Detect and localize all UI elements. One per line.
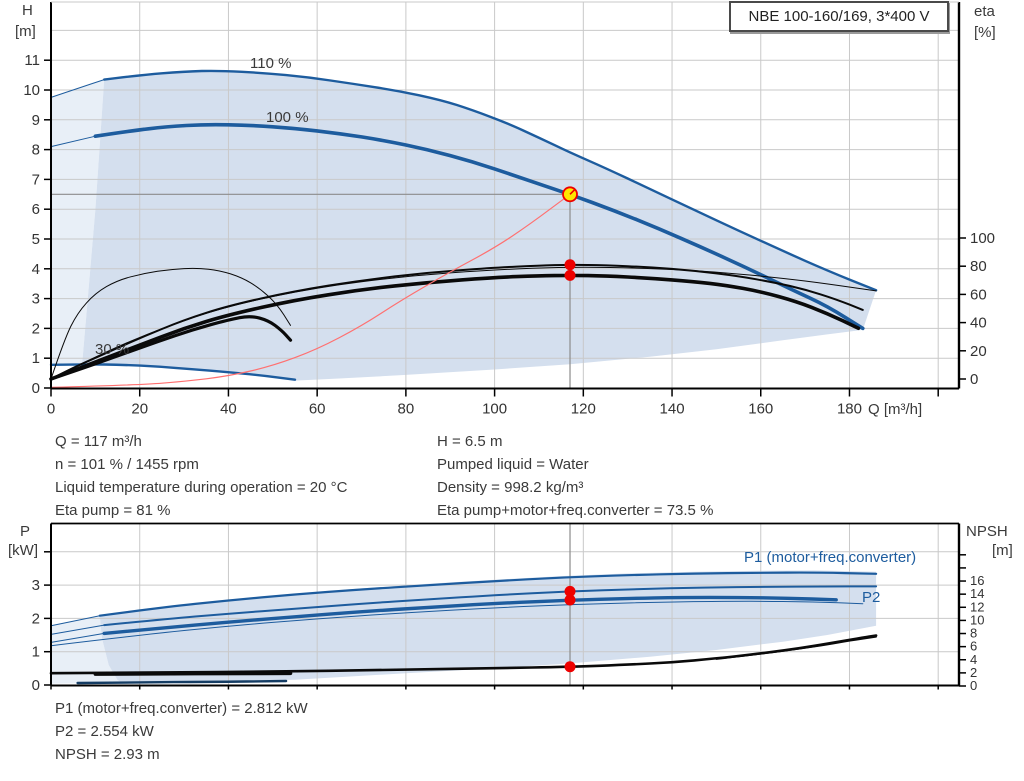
info-line-p1: P1 (motor+freq.converter) = 2.812 kW bbox=[55, 700, 308, 717]
curve-label-100pct: 100 % bbox=[266, 109, 309, 126]
duty-info-right: H = 6.5 m Pumped liquid = Water Density … bbox=[437, 430, 713, 522]
info-line-n: n = 101 % / 1455 rpm bbox=[55, 456, 199, 473]
svg-text:8: 8 bbox=[32, 142, 40, 159]
svg-text:40: 40 bbox=[970, 315, 987, 332]
svg-text:20: 20 bbox=[970, 343, 987, 360]
pump-title: NBE 100-160/169, 3*400 V bbox=[748, 8, 930, 25]
svg-text:6: 6 bbox=[970, 639, 977, 654]
svg-text:0: 0 bbox=[32, 677, 40, 694]
curve-label-p1: P1 (motor+freq.converter) bbox=[744, 549, 917, 566]
svg-text:6: 6 bbox=[32, 201, 40, 218]
svg-text:2: 2 bbox=[32, 610, 40, 627]
svg-text:1: 1 bbox=[32, 350, 40, 367]
q-axis-label: Q [m³/h] bbox=[868, 401, 923, 418]
svg-text:140: 140 bbox=[660, 401, 685, 418]
info-line-eta: Eta pump = 81 % bbox=[55, 502, 171, 519]
svg-text:4: 4 bbox=[970, 652, 977, 667]
svg-text:3: 3 bbox=[32, 577, 40, 594]
duty-info-left: Q = 117 m³/h n = 101 % / 1455 rpm Liquid… bbox=[55, 430, 347, 522]
npsh-axis-label: NPSH bbox=[966, 523, 1008, 540]
curve-label-110pct: 110 % bbox=[250, 55, 292, 72]
h-axis-unit: [m] bbox=[15, 23, 36, 40]
eta-axis-unit: [%] bbox=[974, 24, 996, 41]
qh-chart: 0 20 40 60 80 100 120 140 160 180 0 1 2 3 4 5 6 7 8 9 10 11 0 2… bbox=[23, 1, 995, 418]
svg-text:16: 16 bbox=[970, 573, 984, 588]
svg-text:3: 3 bbox=[32, 291, 40, 308]
info-line-density: Density = 998.2 kg/m³ bbox=[437, 479, 584, 496]
curve-label-p2: P2 bbox=[862, 589, 881, 606]
pump-title-box: NBE 100-160/169, 3*400 V bbox=[729, 1, 949, 32]
svg-text:60: 60 bbox=[970, 286, 987, 303]
svg-text:0: 0 bbox=[970, 371, 978, 388]
svg-text:160: 160 bbox=[748, 401, 773, 418]
svg-text:100: 100 bbox=[482, 401, 507, 418]
svg-text:9: 9 bbox=[32, 112, 40, 129]
svg-text:12: 12 bbox=[970, 599, 984, 614]
svg-text:100: 100 bbox=[970, 230, 995, 247]
svg-text:14: 14 bbox=[970, 586, 984, 601]
p-axis-unit: [kW] bbox=[8, 542, 38, 559]
svg-text:10: 10 bbox=[970, 612, 984, 627]
info-line-q: Q = 117 m³/h bbox=[55, 433, 142, 450]
npsh-axis-unit: [m] bbox=[992, 542, 1013, 559]
svg-text:1: 1 bbox=[32, 644, 40, 661]
svg-text:80: 80 bbox=[398, 401, 415, 418]
svg-text:60: 60 bbox=[309, 401, 326, 418]
info-line-npsh: NPSH = 2.93 m bbox=[55, 746, 160, 763]
svg-text:7: 7 bbox=[32, 171, 40, 188]
svg-text:120: 120 bbox=[571, 401, 596, 418]
svg-text:0: 0 bbox=[32, 380, 40, 397]
svg-text:8: 8 bbox=[970, 626, 977, 641]
svg-text:80: 80 bbox=[970, 258, 987, 275]
p-axis-label: P bbox=[20, 523, 31, 540]
info-line-liquid: Pumped liquid = Water bbox=[437, 456, 589, 473]
svg-text:10: 10 bbox=[23, 82, 40, 99]
power-info: P1 (motor+freq.converter) = 2.812 kW P2 … bbox=[55, 697, 308, 766]
curve-label-30pct: 30 % bbox=[95, 341, 130, 358]
svg-text:20: 20 bbox=[131, 401, 148, 418]
eta-axis-label: eta bbox=[974, 3, 995, 20]
info-line-eta-total: Eta pump+motor+freq.converter = 73.5 % bbox=[437, 502, 714, 519]
svg-text:5: 5 bbox=[32, 231, 40, 248]
svg-text:0: 0 bbox=[47, 401, 55, 418]
svg-text:40: 40 bbox=[220, 401, 237, 418]
svg-text:2: 2 bbox=[32, 320, 40, 337]
info-line-h: H = 6.5 m bbox=[437, 433, 503, 450]
svg-text:4: 4 bbox=[32, 261, 40, 278]
svg-text:11: 11 bbox=[24, 52, 40, 69]
info-line-p2: P2 = 2.554 kW bbox=[55, 723, 154, 740]
info-line-temp: Liquid temperature during operation = 20… bbox=[55, 479, 348, 496]
h-axis-label: H bbox=[22, 2, 33, 19]
svg-text:180: 180 bbox=[837, 401, 862, 418]
svg-text:0: 0 bbox=[970, 678, 977, 693]
svg-text:2: 2 bbox=[970, 665, 977, 680]
